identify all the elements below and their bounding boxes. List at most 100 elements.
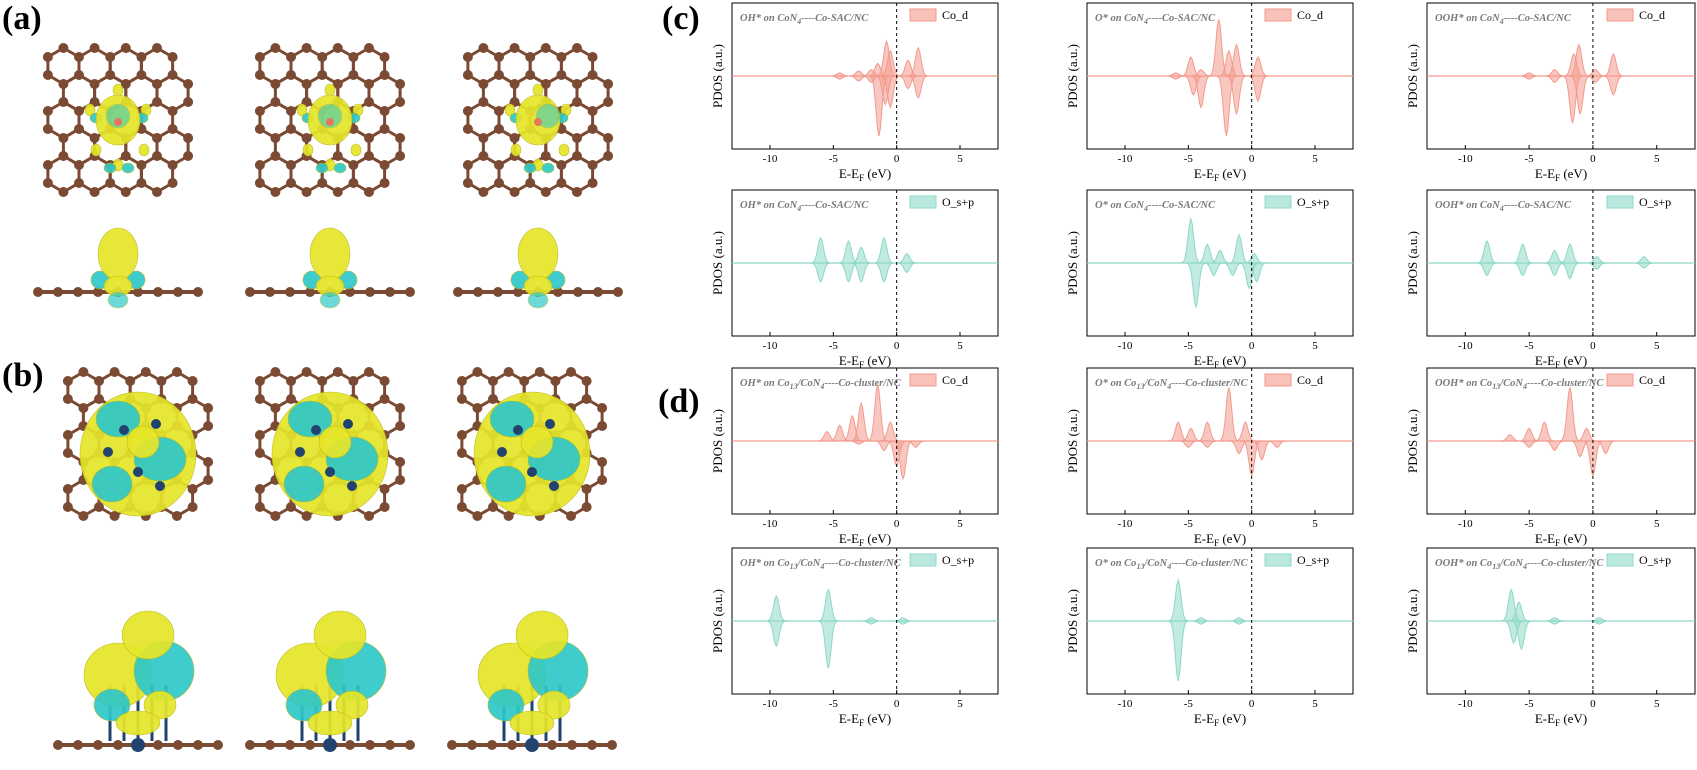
x-axis-label: E-EF (eV): [1535, 531, 1587, 548]
pdos-peak: [764, 620, 788, 648]
carbon-atom: [364, 79, 374, 89]
carbon-atom: [395, 79, 406, 89]
pdos-chart-d-0-1: -10 -5 0 5 E-EF (eV) PDOS (a.u.) O* on Co13/Co…: [1065, 367, 1354, 548]
x-axis-label: E-EF (eV): [1194, 711, 1246, 728]
carbon-atom: [379, 484, 390, 494]
carbon-atom: [525, 70, 536, 80]
cyan-lobe: [333, 162, 347, 174]
pdos-peak: [1601, 75, 1626, 96]
carbon-atom: [136, 52, 147, 62]
carbon-atom: [462, 70, 473, 80]
pdos-chart-d-0-0: -10 -5 0 5 E-EF (eV) PDOS (a.u.) OH* on Co13/C…: [710, 367, 999, 548]
pdos-chart-c-0-2: -10 -5 0 5 E-EF (eV) PDOS (a.u.) OOH* on CoN4-…: [1405, 2, 1696, 183]
yellow-lobe: [509, 710, 555, 736]
carbon-atom: [136, 70, 147, 80]
carbon-atom: [581, 394, 592, 404]
co-atom: [545, 419, 555, 429]
carbon-atom: [265, 287, 275, 297]
carbon-atom: [94, 502, 104, 512]
carbon-atom: [42, 124, 53, 134]
cluster-charge-density-top: [473, 391, 591, 517]
x-tick-label: -5: [829, 698, 839, 710]
carbon-atom: [556, 52, 567, 62]
carbon-atom: [254, 394, 265, 404]
carbon-atom: [120, 187, 131, 197]
cluster-charge-density-top: [271, 391, 389, 517]
carbon-atom: [173, 287, 183, 297]
carbon-atom: [364, 151, 374, 161]
carbon-atom: [62, 394, 73, 404]
yellow-lobe: [121, 610, 175, 660]
chart-title: O* on Co13/CoN4----Co-cluster/NC: [1095, 378, 1249, 391]
co-atom: [155, 481, 165, 491]
carbon-atom: [525, 52, 536, 62]
pdos-peak: [1189, 75, 1213, 109]
carbon-atom: [254, 484, 265, 494]
pdos-chart-c-1-2: -10 -5 0 5 E-EF (eV) PDOS (a.u.) OOH* on CoN4-…: [1405, 189, 1696, 370]
carbon-atom: [74, 52, 84, 62]
x-tick-label: -10: [763, 518, 778, 530]
legend-swatch: [1606, 553, 1634, 567]
legend-swatch: [1606, 195, 1634, 209]
carbon-atom: [62, 430, 73, 440]
legend-label: Co_d: [942, 373, 968, 387]
x-tick-label: 5: [1654, 340, 1660, 352]
cyan-lobe: [287, 400, 333, 438]
carbon-atom: [607, 740, 617, 750]
carbon-atom: [572, 187, 582, 197]
yellow-lobe: [537, 690, 571, 720]
carbon-atom: [58, 133, 69, 143]
carbon-atom: [332, 151, 343, 161]
x-axis-label: E-EF (eV): [839, 353, 891, 370]
yellow-lobe: [520, 425, 554, 459]
x-tick-label: 5: [957, 340, 963, 352]
pdos-peak: [849, 262, 873, 283]
chart-title: OH* on CoN4----Co-SAC/NC: [740, 13, 869, 26]
carbon-atom: [395, 403, 406, 413]
carbon-atom: [332, 43, 343, 53]
co-atom: [131, 738, 145, 752]
co-atom: [151, 419, 161, 429]
carbon-atom: [58, 187, 69, 197]
carbon-atom: [405, 287, 415, 297]
carbon-atom: [603, 79, 614, 89]
x-tick-label: 0: [894, 698, 900, 710]
panel-label-c: (c): [662, 0, 700, 37]
carbon-atom: [203, 421, 214, 431]
x-axis-label: E-EF (eV): [1535, 166, 1587, 183]
carbon-atom: [42, 106, 53, 116]
co-atom: [326, 118, 334, 126]
legend-swatch: [909, 8, 937, 22]
carbon-atom: [379, 52, 390, 62]
y-axis-label: PDOS (a.u.): [710, 589, 725, 653]
carbon-atom: [254, 52, 265, 62]
x-tick-label: 5: [957, 153, 963, 165]
carbon-atom: [58, 151, 69, 161]
cyan-lobe: [91, 465, 133, 503]
pdos-peak: [904, 440, 928, 448]
x-tick-label: -5: [829, 153, 839, 165]
carbon-atom: [379, 376, 390, 386]
x-axis-label: E-EF (eV): [839, 711, 891, 728]
x-tick-label: 5: [1654, 518, 1660, 530]
x-tick-label: 5: [1312, 153, 1318, 165]
carbon-atom: [581, 484, 592, 494]
carbon-atom: [348, 70, 359, 80]
cyan-lobe: [93, 688, 131, 722]
carbon-atom: [74, 178, 84, 188]
pdos-peak: [1246, 75, 1270, 103]
carbon-atom: [286, 124, 296, 134]
carbon-atom: [493, 287, 503, 297]
carbon-atom: [285, 287, 295, 297]
x-tick-label: -10: [1118, 518, 1133, 530]
carbon-atom: [78, 511, 89, 521]
panel-label-b: (b): [2, 357, 44, 394]
carbon-atom: [379, 70, 390, 80]
x-tick-label: -10: [763, 153, 778, 165]
pdos-peak: [1558, 262, 1582, 280]
pdos-peak: [1509, 620, 1534, 651]
carbon-atom: [472, 403, 483, 413]
x-tick-label: -5: [1184, 518, 1194, 530]
carbon-atom: [203, 475, 214, 485]
carbon-atom: [587, 160, 598, 170]
